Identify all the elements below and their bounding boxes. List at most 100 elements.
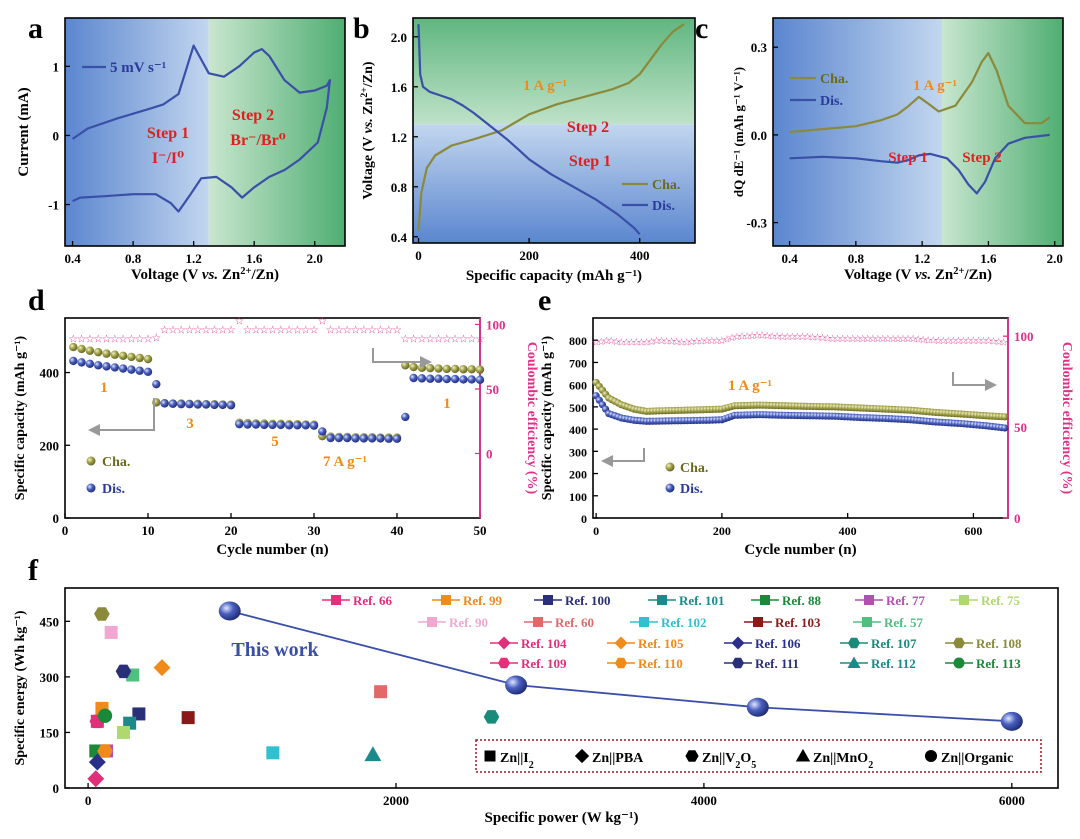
ref-point-108 [94, 607, 110, 621]
ref-point-111 [115, 664, 132, 679]
ce-point: ☆ [743, 331, 752, 342]
dis-point [160, 399, 169, 408]
legend-label-ref: Ref. 111 [755, 656, 799, 671]
ce-point: ☆ [193, 325, 203, 337]
shape-legend-label-part: Zn||Organic [941, 751, 1013, 766]
dis-point [226, 401, 236, 410]
x-tick-label: 40 [391, 523, 404, 538]
ce-point: ☆ [687, 337, 696, 348]
panel-a-cv-chart: 0.4 0.8 1.2 1.6 2.0 -1 0 1 5 mV s⁻¹ Step 1 I⁻/I⁰ St… [16, 17, 346, 283]
legend-marker-102 [639, 617, 649, 627]
x-tick-label: 2000 [383, 793, 409, 808]
y-axis-label-part: 2+ [359, 87, 370, 98]
ce-point: ☆ [367, 325, 377, 337]
legend-label-dis: Dis. [820, 94, 843, 109]
legend-marker-77 [864, 595, 874, 605]
dis-point [309, 421, 319, 430]
y-tick-label: 1.6 [391, 80, 408, 95]
ce-point: ☆ [783, 332, 792, 343]
ce-point: ☆ [833, 334, 842, 345]
ce-point: ☆ [738, 332, 747, 343]
this-work-point [505, 675, 528, 695]
x-axis-label: Cycle number (n) [744, 542, 856, 558]
y-tick-label-right: 50 [1014, 420, 1027, 435]
legend-label-ref: Ref. 88 [782, 593, 821, 608]
dis-point [193, 400, 202, 409]
y-tick-label: 800 [569, 334, 587, 348]
ce-point: ☆ [126, 334, 136, 346]
dis-point [1001, 424, 1009, 432]
legend-marker-cha [86, 456, 96, 466]
y-tick-label-right: 100 [486, 317, 506, 332]
x-tick-label: 400 [839, 524, 857, 538]
x-tick-label: 50 [474, 523, 487, 538]
ce-point: ☆ [853, 334, 862, 345]
y-tick-label: 0 [53, 781, 60, 796]
dis-point [301, 421, 310, 430]
dis-point [118, 364, 128, 373]
shape-legend-label-part: 2 [735, 760, 740, 771]
ce-point: ☆ [818, 333, 827, 344]
y-tick-label: 400 [569, 423, 587, 437]
ce-point: ☆ [102, 334, 112, 346]
legend-marker-60 [533, 617, 543, 627]
shape-legend-square-icon [484, 750, 496, 762]
rate-label: 1 [443, 396, 451, 412]
ce-point: ☆ [259, 325, 269, 337]
ce-point: ☆ [627, 338, 636, 349]
legend-marker-111 [732, 657, 744, 669]
ce-point: ☆ [268, 325, 278, 337]
y-tick-label: 300 [569, 445, 587, 459]
legend-label-ref: Ref. 100 [565, 593, 611, 608]
panel-letter-f: f [28, 554, 39, 587]
dis-point [318, 427, 327, 436]
y-axis-label: Voltage (V vs. Zn2+/Zn) [359, 61, 377, 199]
ce-point: ☆ [788, 332, 797, 343]
ce-point: ☆ [450, 334, 460, 346]
legend-marker-112 [847, 656, 861, 668]
panel-d-rate-chart: 0 10 20 30 40 500200400050100☆☆☆☆☆☆☆☆☆☆☆☆☆☆☆☆… [13, 316, 539, 558]
ce-point: ☆ [758, 331, 767, 342]
y-tick-label: 0 [581, 512, 587, 526]
cha-point [69, 342, 78, 352]
dis-point [127, 365, 136, 374]
cha-point [426, 363, 435, 373]
left-arrow [95, 398, 155, 431]
legend-label-ref: Ref. 108 [976, 636, 1022, 651]
y-axis-label-part: vs. [361, 118, 376, 133]
ref-point-102 [266, 746, 280, 760]
ref-point-107 [483, 710, 500, 724]
dis-point [351, 434, 360, 443]
shape-legend-label-part: 2 [868, 760, 873, 771]
x-axis-label-part: Zn [931, 267, 954, 283]
x-axis-label: Specific capacity (mAh g⁻¹) [466, 268, 642, 284]
dis-point [467, 375, 476, 384]
ce-point: ☆ [994, 337, 1003, 348]
panel-c-dqde-chart: 0.4 0.8 1.2 1.6 2.0 -0.3 0.0 0.3 Cha. Dis. 1 A g⁻¹… [731, 17, 1064, 283]
legend-label-dis: Dis. [652, 199, 675, 214]
dis-point [177, 399, 186, 409]
x-tick-label: 400 [630, 248, 650, 263]
ce-point: ☆ [234, 316, 244, 328]
ce-point: ☆ [201, 325, 211, 337]
legend-marker-108 [953, 637, 965, 649]
dis-point [185, 399, 194, 409]
y-tick-label: 0.4 [391, 230, 408, 245]
legend-marker-100 [543, 595, 553, 605]
plot-frame [64, 17, 346, 247]
right-arrow [952, 372, 990, 386]
ce-point: ☆ [425, 334, 435, 346]
y-tick-label: 2.0 [391, 30, 407, 45]
ref-point-60 [374, 685, 388, 699]
y-tick-label-right: 100 [1014, 329, 1034, 344]
ce-point: ☆ [733, 332, 742, 343]
this-work-point [218, 601, 241, 621]
x-tick-label: 20 [225, 523, 238, 538]
region-step2-bg [413, 18, 695, 125]
legend-label-ref: Ref. 101 [679, 593, 725, 608]
ce-point: ☆ [803, 332, 812, 343]
ce-point: ☆ [647, 337, 656, 348]
x-tick-label: 0 [415, 248, 422, 263]
x-axis-label: Cycle number (n) [216, 542, 328, 558]
